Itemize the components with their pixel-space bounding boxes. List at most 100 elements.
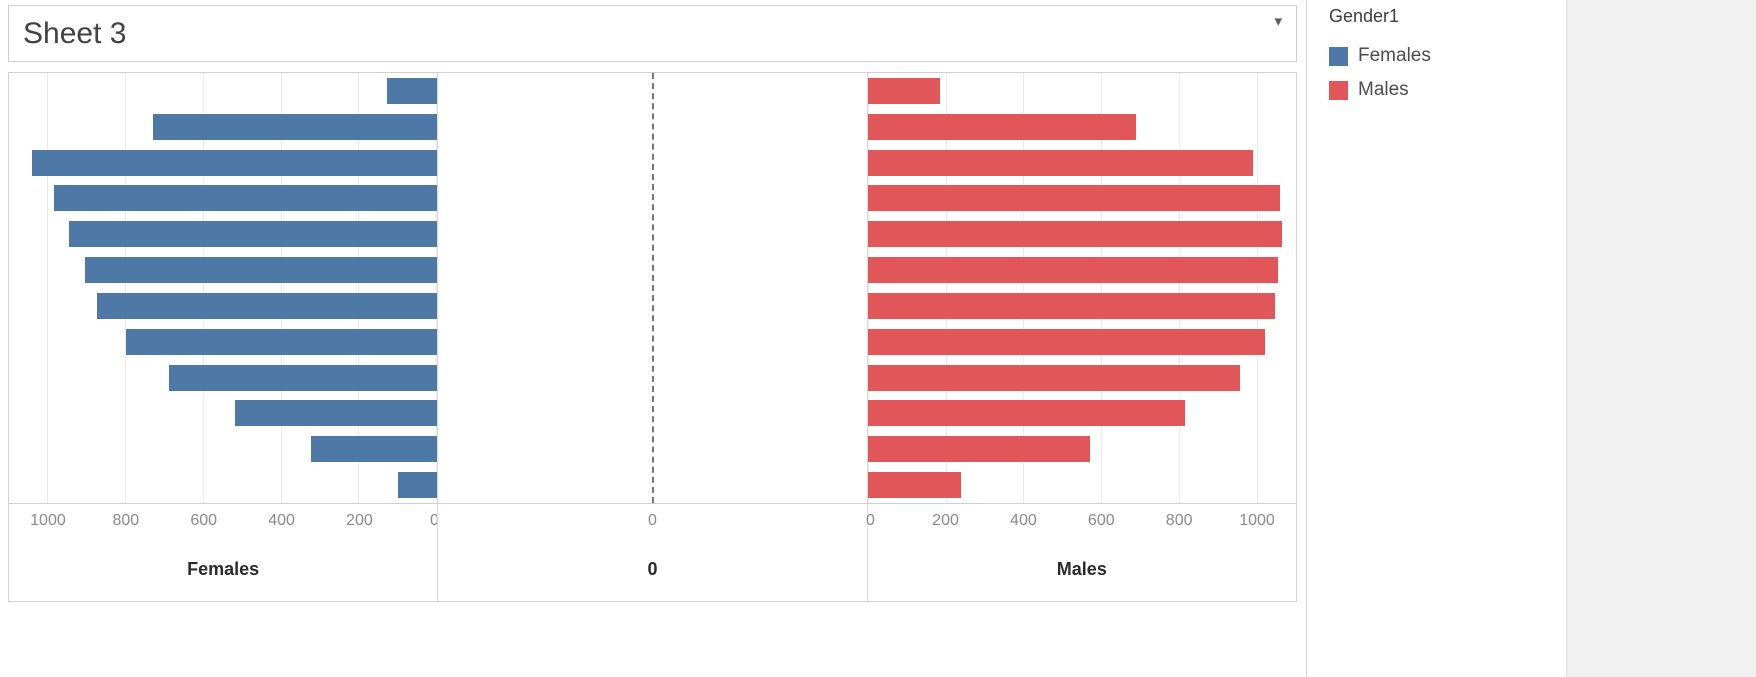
bar-row [867, 180, 1296, 216]
bar-row [867, 288, 1296, 324]
gridline [280, 73, 282, 503]
legend-title: Gender1 [1329, 6, 1400, 26]
males-plot-area [867, 73, 1296, 503]
bar-row [9, 145, 438, 181]
bar-females[interactable] [386, 77, 438, 104]
females-plot-area [9, 73, 438, 503]
males-axis-title: Males [1056, 559, 1107, 579]
bar-males[interactable] [867, 221, 1283, 248]
middle-panel: 0 0 [437, 73, 867, 601]
axis-tick-label: 200 [346, 512, 373, 529]
males-panel: 0 200 400 600 800 1000 Males [866, 73, 1296, 601]
gridline [867, 73, 869, 503]
legend-panel: Gender1 Females Males [1306, 0, 1756, 677]
females-axis-title: Females [187, 559, 260, 579]
bar-females[interactable] [53, 185, 438, 212]
bar-females[interactable] [153, 113, 438, 140]
gridline [1101, 73, 1103, 503]
legend-items: Females Males [1329, 45, 1756, 101]
gridline [358, 73, 360, 503]
bar-males[interactable] [867, 364, 1240, 391]
axis-tick-label: 0 [430, 512, 439, 529]
bar-females[interactable] [84, 257, 438, 284]
bar-males[interactable] [867, 149, 1254, 176]
bar-males[interactable] [867, 472, 962, 499]
population-pyramid-chart: 1000 800 600 400 200 0 Females 0 0 0 200 400 600… [8, 72, 1297, 602]
legend-label: Females [1358, 45, 1431, 66]
legend-item-females[interactable]: Females [1329, 45, 1756, 67]
females-panel: 1000 800 600 400 200 0 Females [9, 73, 439, 601]
sheet-title-card: Sheet 3 ▾ [8, 5, 1297, 62]
bar-row [9, 109, 438, 145]
middle-plot-area [438, 73, 866, 503]
bar-row [9, 288, 438, 324]
bar-row [9, 360, 438, 396]
bar-row [867, 252, 1296, 288]
axis-tick-label: 1000 [30, 512, 66, 529]
empty-rail-background [1566, 0, 1756, 677]
axis-tick-label: 400 [1010, 512, 1037, 529]
gridline [945, 73, 947, 503]
chevron-down-icon[interactable]: ▾ [1274, 13, 1282, 30]
gridline [436, 73, 438, 503]
gridline [1257, 73, 1259, 503]
bar-row [867, 360, 1296, 396]
bar-males[interactable] [867, 292, 1275, 319]
females-axis: 1000 800 600 400 200 0 [9, 503, 439, 538]
color-legend: Gender1 Females Males [1307, 0, 1756, 101]
bar-males[interactable] [867, 185, 1281, 212]
middle-axis-title: 0 [647, 559, 658, 579]
bar-row [9, 324, 438, 360]
sheet-title: Sheet 3 [23, 16, 127, 50]
bar-row [9, 180, 438, 216]
bar-females[interactable] [125, 328, 438, 355]
bar-row [9, 252, 438, 288]
bar-females[interactable] [96, 292, 438, 319]
axis-tick-label: 0 [648, 512, 657, 529]
bar-row [9, 395, 438, 431]
bar-females[interactable] [234, 400, 438, 427]
axis-tick-label: 800 [1165, 512, 1193, 529]
gridline [1179, 73, 1181, 503]
bar-row [867, 395, 1296, 431]
gridline [124, 73, 126, 503]
bar-males[interactable] [867, 77, 940, 104]
bar-row [9, 467, 438, 503]
gridline [1023, 73, 1025, 503]
bar-row [9, 431, 438, 467]
gridline [202, 73, 204, 503]
gridline [46, 73, 48, 503]
zero-reference-line [652, 73, 655, 503]
bar-row [867, 216, 1296, 252]
bar-males[interactable] [867, 436, 1090, 463]
bar-row [867, 145, 1296, 181]
axis-tick-label: 800 [112, 512, 140, 529]
bar-males[interactable] [867, 328, 1265, 355]
bar-males[interactable] [867, 113, 1137, 140]
bar-row [867, 109, 1296, 145]
bar-females[interactable] [32, 149, 438, 176]
bar-females[interactable] [168, 364, 438, 391]
bar-row [867, 467, 1296, 503]
axis-tick-label: 600 [190, 512, 218, 529]
bar-females[interactable] [398, 472, 438, 499]
legend-swatch [1329, 80, 1348, 100]
legend-label: Males [1358, 79, 1409, 100]
axis-tick-label: 600 [1087, 512, 1115, 529]
axis-tick-label: 1000 [1239, 512, 1275, 529]
bar-males[interactable] [867, 400, 1185, 427]
bar-females[interactable] [69, 221, 438, 248]
axis-tick-label: 400 [268, 512, 295, 529]
bar-row [9, 216, 438, 252]
legend-swatch [1329, 46, 1348, 66]
bar-males[interactable] [867, 257, 1279, 284]
axis-tick-label: 200 [932, 512, 959, 529]
axis-tick-label: 0 [866, 512, 875, 529]
bar-row [867, 431, 1296, 467]
bar-row [9, 73, 438, 109]
legend-item-males[interactable]: Males [1329, 79, 1756, 101]
bar-row [867, 324, 1296, 360]
males-axis: 0 200 400 600 800 1000 [866, 503, 1296, 538]
bar-females[interactable] [310, 436, 438, 463]
